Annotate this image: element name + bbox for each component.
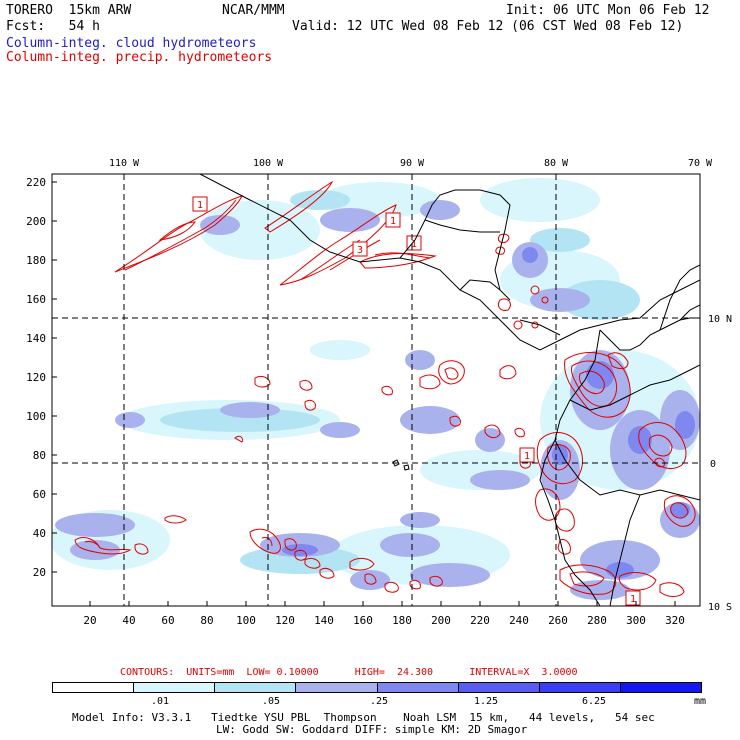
- legend-unit: mm: [694, 696, 707, 707]
- x-tick-120: 120: [275, 614, 295, 627]
- x-tick-180: 180: [392, 614, 412, 627]
- box-label-2: 1: [390, 216, 396, 227]
- field-cloud-label: Column-integ. cloud hydrometeors: [6, 36, 257, 51]
- model-info-line2: LW: Godd SW: Goddard DIFF: simple KM: 2D…: [216, 723, 528, 736]
- x-tick-160: 160: [353, 614, 373, 627]
- legend-swatch-6: [458, 683, 540, 692]
- x-tick-220: 220: [470, 614, 490, 627]
- box-label-5: 1: [524, 451, 530, 462]
- legend-swatch-7: [539, 683, 621, 692]
- y-tick-80: 80: [33, 449, 46, 462]
- x-tick-300: 300: [626, 614, 646, 627]
- contour-box-labels: [192, 196, 641, 606]
- y-tick-180: 180: [26, 254, 46, 267]
- forecast-hour: Fcst: 54 h: [6, 19, 100, 34]
- legend-tick-05: .05: [262, 696, 281, 707]
- coastlines: [199, 174, 700, 606]
- valid-time: Valid: 12 UTC Wed 08 Feb 12 (06 CST Wed …: [292, 19, 684, 34]
- cloud-shading: [52, 178, 700, 600]
- lat-label-10n: 10 N: [708, 314, 732, 325]
- y-tick-60: 60: [33, 488, 46, 501]
- lon-label-70w: 70 W: [688, 158, 713, 169]
- legend-swatch-5: [377, 683, 459, 692]
- latlon-grid: [52, 174, 700, 606]
- x-tick-280: 280: [587, 614, 607, 627]
- lat-label-10s: 10 S: [708, 602, 732, 613]
- legend-tick-625: 6.25: [582, 696, 607, 707]
- x-tick-240: 240: [509, 614, 529, 627]
- box-label-4: 1: [411, 239, 417, 250]
- lat-label-0: 0: [710, 459, 716, 470]
- legend-tick-01: .01: [151, 696, 170, 707]
- y-tick-40: 40: [33, 527, 46, 540]
- contour-info: CONTOURS: UNITS=mm LOW= 0.10000 HIGH= 24…: [120, 667, 578, 678]
- lon-label-110w: 110 W: [109, 158, 140, 169]
- x-tick-140: 140: [314, 614, 334, 627]
- box-label-6: 1: [630, 594, 636, 605]
- y-tick-220: 220: [26, 176, 46, 189]
- x-tick-100: 100: [236, 614, 256, 627]
- legend-swatch-8: [620, 683, 701, 692]
- legend-tick-25: .25: [370, 696, 389, 707]
- x-tick-20: 20: [83, 614, 96, 627]
- lon-label-100w: 100 W: [253, 158, 284, 169]
- box-label-1: 1: [197, 200, 203, 211]
- x-tick-40: 40: [122, 614, 135, 627]
- color-legend-bar: [52, 682, 702, 693]
- model-info-line1: Model Info: V3.3.1 Tiedtke YSU PBL Thomp…: [72, 711, 655, 724]
- lon-label-80w: 80 W: [544, 158, 569, 169]
- lon-label-90w: 90 W: [400, 158, 425, 169]
- x-tick-60: 60: [161, 614, 174, 627]
- legend-swatch-3: [215, 683, 297, 692]
- legend-tick-125: 1.25: [474, 696, 499, 707]
- init-time: Init: 06 UTC Mon 06 Feb 12: [506, 3, 710, 18]
- x-tick-320: 320: [665, 614, 685, 627]
- x-tick-200: 200: [431, 614, 451, 627]
- legend-swatch-1: [53, 683, 135, 692]
- y-tick-120: 120: [26, 371, 46, 384]
- legend-swatch-2: [134, 683, 216, 692]
- model-title: TORERO 15km ARW: [6, 3, 132, 18]
- y-tick-140: 140: [26, 332, 46, 345]
- y-tick-20: 20: [33, 566, 46, 579]
- x-tick-260: 260: [548, 614, 568, 627]
- box-label-3: 3: [357, 245, 363, 256]
- x-tick-80: 80: [200, 614, 213, 627]
- field-precip-label: Column-integ. precip. hydrometeors: [6, 50, 273, 65]
- legend-swatch-4: [296, 683, 378, 692]
- y-tick-160: 160: [26, 293, 46, 306]
- y-tick-100: 100: [26, 410, 46, 423]
- y-tick-200: 200: [26, 215, 46, 228]
- center-name: NCAR/MMM: [222, 3, 285, 18]
- map-frame: [51, 173, 701, 607]
